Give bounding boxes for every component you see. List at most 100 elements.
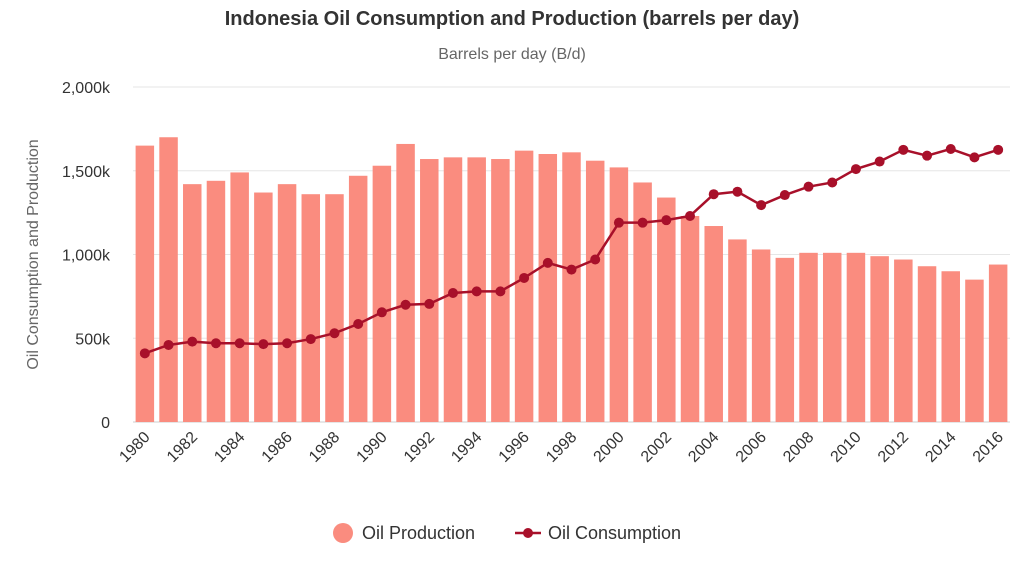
- production-bar: [135, 145, 155, 422]
- consumption-point: [258, 339, 269, 350]
- consumption-point: [993, 144, 1004, 155]
- production-bar: [325, 194, 344, 422]
- production-bar: [301, 194, 321, 422]
- x-tick-label: 2016: [970, 429, 1007, 466]
- consumption-point: [874, 156, 885, 167]
- x-tick-label: 2008: [780, 429, 817, 466]
- y-tick-label: 2,000k: [62, 80, 111, 97]
- production-bar: [348, 175, 368, 422]
- legend-consumption-label: Oil Consumption: [548, 523, 681, 543]
- production-bar: [254, 192, 273, 422]
- consumption-point: [376, 307, 387, 318]
- production-bar: [396, 143, 415, 422]
- consumption-point: [400, 299, 411, 310]
- consumption-point: [732, 186, 743, 197]
- x-tick-label: 1994: [448, 429, 485, 466]
- consumption-point: [922, 150, 933, 161]
- x-tick-label: 2002: [638, 429, 675, 466]
- bar-layer: [135, 137, 1008, 422]
- production-bar: [183, 184, 202, 422]
- consumption-point: [139, 348, 150, 359]
- x-tick-label: 2004: [685, 429, 722, 466]
- y-tick-label: 0: [101, 415, 110, 432]
- y-tick-label: 1,000k: [62, 248, 111, 265]
- consumption-point: [329, 328, 340, 339]
- production-bar: [988, 264, 1008, 422]
- consumption-point: [779, 190, 790, 201]
- line-layer: [139, 143, 1004, 359]
- x-tick-label: 1980: [116, 429, 153, 466]
- x-tick-label: 1990: [354, 429, 391, 466]
- x-tick-label: 1982: [164, 429, 201, 466]
- production-bar: [751, 249, 771, 422]
- consumption-point: [945, 143, 956, 154]
- consumption-point: [187, 336, 198, 347]
- consumption-point: [519, 272, 530, 283]
- consumption-point: [685, 210, 696, 221]
- y-tick-label: 500k: [75, 331, 111, 348]
- production-bar: [585, 160, 605, 422]
- consumption-point: [637, 217, 648, 228]
- production-bar: [562, 152, 581, 422]
- consumption-point: [661, 215, 672, 226]
- production-bar: [159, 137, 178, 422]
- x-tick-label: 2014: [922, 429, 959, 466]
- production-bar: [657, 197, 676, 422]
- y-tick-label: 1,500k: [62, 164, 111, 181]
- production-bar: [420, 159, 439, 422]
- production-bar: [775, 257, 795, 422]
- legend-layer: Oil Production Oil Consumption: [333, 523, 681, 543]
- production-bar: [704, 226, 723, 422]
- x-tick-label: 2000: [591, 429, 628, 466]
- production-bar: [230, 172, 249, 422]
- production-bar: [846, 252, 866, 422]
- consumption-point: [898, 144, 909, 155]
- production-bar: [538, 154, 558, 422]
- consumption-point: [305, 334, 316, 345]
- consumption-point: [850, 164, 861, 175]
- consumption-point: [210, 338, 221, 349]
- x-tick-label: 2012: [875, 429, 912, 466]
- consumption-point: [163, 339, 174, 350]
- legend-production-marker: [333, 523, 353, 543]
- production-bar: [822, 252, 842, 422]
- x-tick-label: 1996: [496, 429, 533, 466]
- chart-title: Indonesia Oil Consumption and Production…: [224, 8, 800, 30]
- production-bar: [514, 150, 534, 422]
- x-tick-label: 1984: [211, 429, 248, 466]
- consumption-point: [282, 338, 293, 349]
- consumption-point: [353, 319, 364, 330]
- consumption-point: [566, 264, 577, 275]
- production-bar: [941, 271, 960, 422]
- consumption-point: [708, 189, 719, 200]
- production-bar: [870, 256, 889, 422]
- production-bar: [206, 180, 226, 422]
- x-tick-label: 2006: [733, 429, 770, 466]
- production-bar: [633, 182, 652, 422]
- chart-subtitle: Barrels per day (B/d): [438, 46, 586, 63]
- consumption-point: [424, 298, 435, 309]
- consumption-point: [590, 254, 601, 265]
- production-bar: [917, 266, 937, 422]
- production-bar: [894, 259, 913, 422]
- legend-consumption-marker: [523, 528, 533, 538]
- consumption-point: [827, 177, 838, 188]
- legend-production-label: Oil Production: [362, 523, 475, 543]
- production-bar: [965, 279, 984, 422]
- consumption-point: [447, 288, 458, 299]
- consumption-point: [756, 200, 767, 211]
- consumption-point: [969, 152, 980, 163]
- x-tick-label: 1986: [259, 429, 296, 466]
- production-bar: [372, 165, 392, 422]
- x-tick-label: 1998: [543, 429, 580, 466]
- x-tick-label: 1988: [306, 429, 343, 466]
- x-tick-label: 2010: [828, 429, 865, 466]
- production-bar: [680, 215, 700, 422]
- consumption-point: [803, 181, 814, 192]
- consumption-point: [542, 257, 553, 268]
- production-bar: [277, 184, 297, 422]
- x-tick-label: 1992: [401, 429, 438, 466]
- y-axis-title: Oil Consumption and Production: [25, 139, 42, 369]
